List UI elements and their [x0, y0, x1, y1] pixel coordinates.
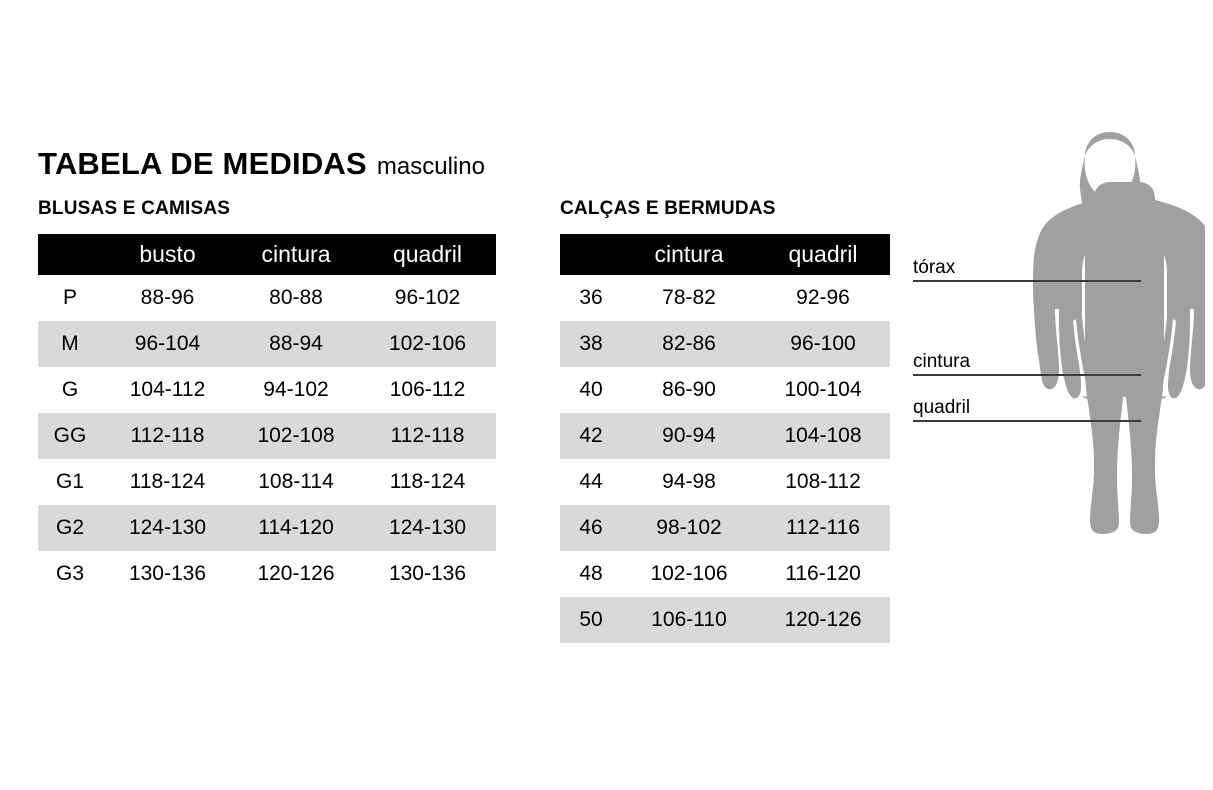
bottoms-size-table: cintura quadril 36 78-82 92-96 38 82-86 …: [560, 234, 890, 643]
cell-cintura: 88-94: [233, 321, 359, 367]
measurement-label-torax: tórax: [913, 257, 956, 278]
page-title-suffix: masculino: [376, 153, 485, 180]
section-heading-bottoms: CALÇAS E BERMUDAS: [560, 198, 776, 219]
table-header-row: busto cintura quadril: [38, 234, 496, 275]
bottoms-col-header-size: [560, 234, 622, 275]
section-heading-tops: BLUSAS E CAMISAS: [38, 198, 231, 219]
cell-size: 40: [560, 367, 622, 413]
cell-quadril: 102-106: [359, 321, 496, 367]
cell-size: G: [38, 367, 102, 413]
tops-table-header: busto cintura quadril: [38, 234, 496, 275]
cell-quadril: 124-130: [359, 505, 496, 551]
cell-cintura: 94-102: [233, 367, 359, 413]
cell-quadril: 120-126: [756, 597, 890, 643]
cell-cintura: 94-98: [622, 459, 756, 505]
table-row: 42 90-94 104-108: [560, 413, 890, 459]
table-row: M 96-104 88-94 102-106: [38, 321, 496, 367]
cell-cintura: 82-86: [622, 321, 756, 367]
table-row: G 104-112 94-102 106-112: [38, 367, 496, 413]
table-row: 38 82-86 96-100: [560, 321, 890, 367]
measurement-line-torax: [913, 280, 1141, 282]
cell-cintura: 80-88: [233, 275, 359, 321]
cell-quadril: 112-118: [359, 413, 496, 459]
table-row: 46 98-102 112-116: [560, 505, 890, 551]
table-header-row: cintura quadril: [560, 234, 890, 275]
cell-cintura: 102-106: [622, 551, 756, 597]
cell-busto: 104-112: [102, 367, 233, 413]
cell-quadril: 96-100: [756, 321, 890, 367]
tops-col-header-size: [38, 234, 102, 275]
cell-cintura: 114-120: [233, 505, 359, 551]
tops-size-table: busto cintura quadril P 88-96 80-88 96-1…: [38, 234, 496, 597]
cell-quadril: 92-96: [756, 275, 890, 321]
cell-size: 50: [560, 597, 622, 643]
cell-busto: 112-118: [102, 413, 233, 459]
measurement-callout-torax: tórax: [905, 248, 1145, 282]
cell-cintura: 78-82: [622, 275, 756, 321]
table-row: P 88-96 80-88 96-102: [38, 275, 496, 321]
cell-quadril: 100-104: [756, 367, 890, 413]
measurement-label-quadril: quadril: [913, 397, 971, 418]
cell-size: 44: [560, 459, 622, 505]
measurement-figure: tórax cintura quadril: [905, 120, 1205, 665]
tops-table-body: P 88-96 80-88 96-102 M 96-104 88-94 102-…: [38, 275, 496, 597]
cell-busto: 88-96: [102, 275, 233, 321]
tops-col-header-busto: busto: [102, 234, 233, 275]
cell-quadril: 118-124: [359, 459, 496, 505]
cell-size: G3: [38, 551, 102, 597]
cell-quadril: 130-136: [359, 551, 496, 597]
cell-size: 46: [560, 505, 622, 551]
page-title: TABELA DE MEDIDAS masculino: [38, 146, 485, 182]
bottoms-col-header-quadril: quadril: [756, 234, 890, 275]
table-row: G1 118-124 108-114 118-124: [38, 459, 496, 505]
measurement-callout-quadril: quadril: [905, 388, 1145, 422]
cell-size: P: [38, 275, 102, 321]
cell-size: M: [38, 321, 102, 367]
cell-cintura: 90-94: [622, 413, 756, 459]
measurement-callout-cintura: cintura: [905, 342, 1145, 376]
bottoms-table-header: cintura quadril: [560, 234, 890, 275]
cell-busto: 96-104: [102, 321, 233, 367]
table-row: 36 78-82 92-96: [560, 275, 890, 321]
cell-busto: 130-136: [102, 551, 233, 597]
tops-col-header-quadril: quadril: [359, 234, 496, 275]
table-row: 44 94-98 108-112: [560, 459, 890, 505]
measurement-line-quadril: [913, 420, 1141, 422]
bottoms-table-body: 36 78-82 92-96 38 82-86 96-100 40 86-90 …: [560, 275, 890, 643]
table-row: 40 86-90 100-104: [560, 367, 890, 413]
cell-cintura: 86-90: [622, 367, 756, 413]
cell-size: 48: [560, 551, 622, 597]
cell-cintura: 98-102: [622, 505, 756, 551]
tops-col-header-cintura: cintura: [233, 234, 359, 275]
table-row: 48 102-106 116-120: [560, 551, 890, 597]
cell-quadril: 116-120: [756, 551, 890, 597]
cell-cintura: 120-126: [233, 551, 359, 597]
cell-busto: 118-124: [102, 459, 233, 505]
measurement-label-cintura: cintura: [913, 351, 971, 372]
cell-size: 38: [560, 321, 622, 367]
table-row: G3 130-136 120-126 130-136: [38, 551, 496, 597]
cell-size: G2: [38, 505, 102, 551]
page-title-main: TABELA DE MEDIDAS: [38, 146, 367, 181]
cell-size: 36: [560, 275, 622, 321]
cell-quadril: 112-116: [756, 505, 890, 551]
cell-quadril: 108-112: [756, 459, 890, 505]
cell-cintura: 106-110: [622, 597, 756, 643]
cell-quadril: 104-108: [756, 413, 890, 459]
cell-quadril: 106-112: [359, 367, 496, 413]
cell-busto: 124-130: [102, 505, 233, 551]
male-body-silhouette-icon: [1033, 132, 1205, 534]
table-row: GG 112-118 102-108 112-118: [38, 413, 496, 459]
measurement-line-cintura: [913, 374, 1141, 376]
cell-size: G1: [38, 459, 102, 505]
cell-cintura: 108-114: [233, 459, 359, 505]
table-row: 50 106-110 120-126: [560, 597, 890, 643]
table-row: G2 124-130 114-120 124-130: [38, 505, 496, 551]
cell-quadril: 96-102: [359, 275, 496, 321]
cell-size: 42: [560, 413, 622, 459]
cell-size: GG: [38, 413, 102, 459]
bottoms-col-header-cintura: cintura: [622, 234, 756, 275]
cell-cintura: 102-108: [233, 413, 359, 459]
